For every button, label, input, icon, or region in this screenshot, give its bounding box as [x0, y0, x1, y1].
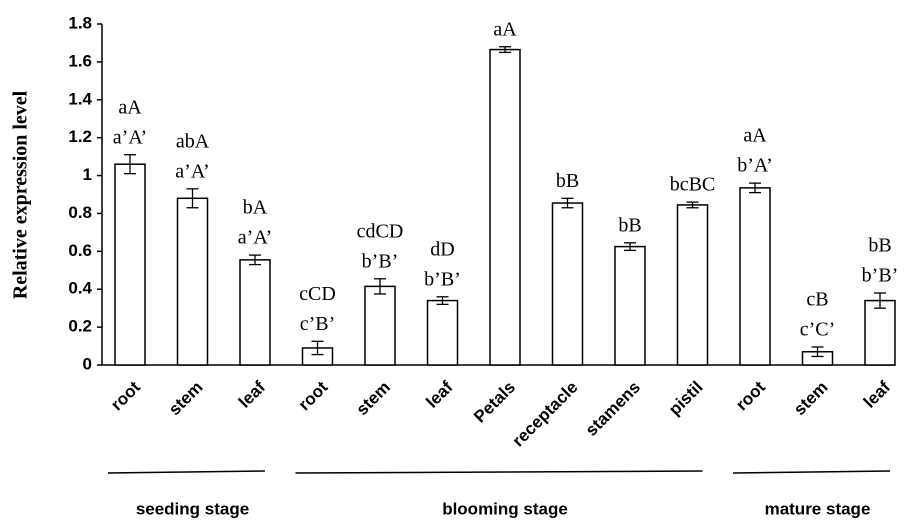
x-tick-label: root: [732, 377, 769, 414]
y-tick-label: 1.2: [68, 127, 92, 146]
bar: [864, 299, 896, 366]
significance-label: b’B’: [424, 268, 461, 290]
x-tick-label: leaf: [422, 377, 456, 411]
significance-label: abA: [176, 130, 210, 152]
significance-label: bA: [243, 197, 268, 219]
y-axis-title: Relative expression level: [10, 90, 32, 299]
significance-label: b’A’: [737, 155, 773, 177]
bar: [114, 163, 146, 366]
bar: [239, 259, 271, 366]
group-label: mature stage: [765, 499, 871, 518]
y-tick-label: 1: [83, 165, 92, 184]
significance-label: c’B’: [300, 313, 336, 335]
bar: [614, 245, 646, 366]
significance-label: bB: [868, 235, 891, 257]
y-tick-label: 0.2: [68, 317, 92, 336]
significance-label: aA: [493, 18, 517, 40]
y-tick-label: 1.4: [68, 89, 92, 108]
significance-label: a’A’: [175, 160, 209, 182]
significance-label: b’B’: [362, 250, 399, 272]
x-tick-label: receptacle: [509, 378, 582, 451]
group-label: blooming stage: [442, 499, 568, 518]
y-tick-label: 1.8: [68, 13, 92, 32]
significance-label: aA: [118, 96, 142, 118]
group-label: seeding stage: [136, 499, 249, 518]
x-tick-label: stem: [353, 378, 394, 419]
significance-label: cCD: [299, 283, 336, 305]
significance-label: cB: [806, 289, 828, 311]
significance-label: dD: [430, 238, 454, 260]
group-line: [732, 470, 891, 474]
significance-label: bB: [618, 214, 641, 236]
significance-label: c’C’: [800, 319, 836, 341]
bar: [426, 299, 459, 366]
y-tick-label: 0.8: [68, 203, 92, 222]
significance-label: b’B’: [862, 265, 899, 287]
significance-label: aA: [743, 125, 767, 147]
x-tick-label: stem: [790, 378, 831, 419]
x-tick-label: root: [107, 377, 144, 414]
x-tick-label: Petals: [470, 378, 519, 427]
x-tick-label: leaf: [860, 377, 894, 411]
x-tick-label: stem: [165, 378, 206, 419]
significance-label: cdCD: [357, 220, 404, 242]
bar: [739, 187, 771, 366]
bar: [551, 202, 584, 366]
bar: [364, 285, 396, 366]
significance-label: bB: [556, 170, 579, 192]
y-tick-label: 0.4: [68, 279, 92, 298]
y-tick-label: 1.6: [68, 51, 92, 70]
x-tick-label: pistil: [665, 378, 706, 419]
y-tick-label: 0.6: [68, 241, 92, 260]
significance-label: a’A’: [113, 126, 147, 148]
significance-label: bcBC: [670, 174, 716, 196]
bar: [676, 204, 709, 366]
x-tick-label: stamens: [582, 378, 644, 440]
x-tick-label: leaf: [235, 377, 269, 411]
y-tick-label: 0: [83, 354, 92, 373]
significance-label: a’A’: [238, 227, 272, 249]
group-line: [295, 470, 703, 474]
bar: [176, 197, 209, 366]
x-tick-label: root: [295, 377, 332, 414]
group-line: [107, 470, 266, 474]
bar: [489, 48, 521, 366]
